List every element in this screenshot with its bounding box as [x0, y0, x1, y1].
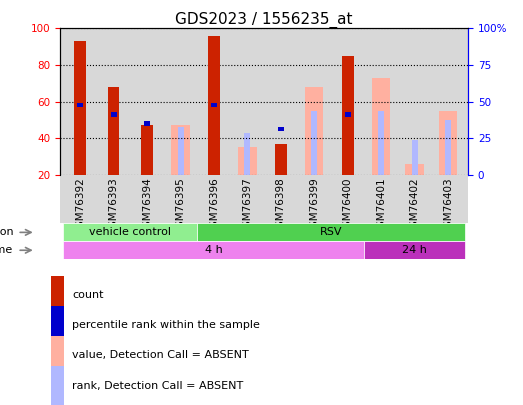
- Text: GSM76402: GSM76402: [410, 177, 419, 234]
- Text: GSM76401: GSM76401: [376, 177, 386, 234]
- Bar: [144, 121, 150, 126]
- Bar: [439, 111, 457, 175]
- Bar: [405, 164, 424, 175]
- Bar: [278, 127, 284, 131]
- Text: 24 h: 24 h: [402, 245, 427, 255]
- Text: value, Detection Call = ABSENT: value, Detection Call = ABSENT: [72, 350, 249, 360]
- Text: GSM76398: GSM76398: [276, 177, 286, 234]
- Bar: [172, 125, 190, 175]
- Bar: [275, 143, 287, 175]
- Text: GSM76395: GSM76395: [176, 177, 186, 234]
- Bar: [141, 125, 153, 175]
- Text: time: time: [0, 245, 13, 255]
- Bar: [211, 103, 217, 107]
- Text: percentile rank within the sample: percentile rank within the sample: [72, 320, 260, 330]
- Bar: [111, 112, 117, 117]
- Text: RSV: RSV: [320, 227, 342, 237]
- Text: GSM76403: GSM76403: [443, 177, 453, 234]
- Bar: [51, 336, 64, 375]
- Bar: [74, 41, 86, 175]
- Text: GSM76399: GSM76399: [309, 177, 319, 234]
- Text: count: count: [72, 290, 104, 300]
- Text: 4 h: 4 h: [205, 245, 223, 255]
- Bar: [244, 132, 251, 175]
- Bar: [372, 78, 390, 175]
- Text: GSM76393: GSM76393: [109, 177, 119, 234]
- Text: rank, Detection Call = ABSENT: rank, Detection Call = ABSENT: [72, 381, 243, 391]
- Text: vehicle control: vehicle control: [89, 227, 172, 237]
- Bar: [208, 36, 220, 175]
- Bar: [378, 111, 384, 175]
- Bar: [177, 127, 184, 175]
- Bar: [63, 224, 197, 241]
- Bar: [305, 87, 323, 175]
- Bar: [238, 147, 257, 175]
- Text: infection: infection: [0, 227, 13, 237]
- Bar: [342, 56, 354, 175]
- Bar: [51, 306, 64, 344]
- Text: GSM76396: GSM76396: [209, 177, 219, 234]
- Bar: [51, 275, 64, 314]
- Bar: [311, 111, 317, 175]
- Text: GSM76397: GSM76397: [242, 177, 253, 234]
- Text: GSM76394: GSM76394: [142, 177, 152, 234]
- Bar: [77, 103, 83, 107]
- Bar: [445, 120, 451, 175]
- Bar: [51, 367, 64, 405]
- Bar: [63, 241, 365, 259]
- Bar: [412, 140, 417, 175]
- Bar: [345, 112, 351, 117]
- Bar: [365, 241, 465, 259]
- Bar: [108, 87, 119, 175]
- Title: GDS2023 / 1556235_at: GDS2023 / 1556235_at: [175, 12, 353, 28]
- Bar: [197, 224, 465, 241]
- Text: GSM76400: GSM76400: [343, 177, 353, 234]
- Text: GSM76392: GSM76392: [75, 177, 85, 234]
